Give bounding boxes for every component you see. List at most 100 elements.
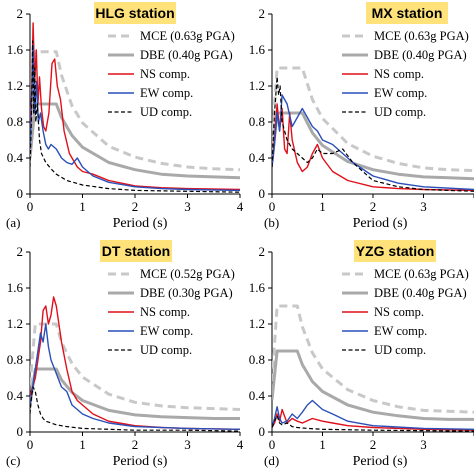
title-box [94,2,176,24]
station-title: YZG station [354,240,436,262]
legend: MCE (0.63g PGA) DBE (0.40g PGA) NS comp. EW… [108,29,235,119]
series-group [272,304,474,432]
y-tick-label: 1.6 [7,42,24,57]
x-tick-label: 4 [237,437,244,452]
y-tick-label: 0.4 [249,388,266,403]
legend: MCE (0.63g PGA) DBE (0.40g PGA) NS comp. EW… [342,29,469,119]
y-tick-label: 0.8 [249,352,265,367]
legend-label-dbe: DBE (0.40g PGA) [374,48,467,62]
x-tick-label: 1 [319,199,326,214]
series-group [30,22,240,193]
legend-label-mce: MCE (0.63g PGA) [374,267,469,281]
x-tick-label: 3 [420,437,427,452]
series-line-dbe [30,367,240,420]
y-tick-label: 1.2 [7,78,23,93]
x-tick-label: 0 [269,437,276,452]
x-tick-label: 0 [27,437,34,452]
title-box [354,240,436,262]
panel-label: (c) [6,453,20,468]
title-text: MX station [372,5,443,21]
title-text: DT station [102,243,170,259]
chart-panel-3: 0 0.4 0.8 1.2 1.6 2 0 1 2 3 4 Period (s) (c) DT stati… [6,240,244,469]
legend-label-dbe: DBE (0.40g PGA) [140,48,233,62]
title-text: YZG station [356,243,435,259]
y-tick-label: 0.8 [7,114,23,129]
legend: MCE (0.52g PGA) DBE (0.30g PGA) NS comp. EW… [108,267,235,357]
legend-label-ew: EW comp. [374,324,427,338]
x-tick-label: 0 [269,199,276,214]
x-tick-label: 3 [420,199,427,214]
y-tick-label: 0.8 [249,114,265,129]
series-line-ns [30,296,240,430]
legend-label-ns: NS comp. [140,67,190,81]
y-tick-label: 1.6 [7,280,24,295]
legend-label-ud: UD comp. [140,343,192,357]
y-tick-label: 1.2 [249,316,265,331]
y-tick-label: 1.2 [249,78,265,93]
x-tick-label: 0 [27,199,34,214]
legend-label-ud: UD comp. [140,105,192,119]
legend-label-ew: EW comp. [140,324,193,338]
y-tick-label: 0.4 [7,150,24,165]
series-group [30,296,240,432]
series-line-ew [272,94,474,191]
legend-label-dbe: DBE (0.40g PGA) [374,286,467,300]
legend-label-mce: MCE (0.52g PGA) [140,267,235,281]
legend-label-ew: EW comp. [140,86,193,100]
y-tick-label: 0.4 [7,388,24,403]
legend-label-ud: UD comp. [374,343,426,357]
title-box [100,240,172,262]
x-tick-label: 3 [184,199,191,214]
legend-label-ud: UD comp. [374,105,426,119]
legend-label-ew: EW comp. [374,86,427,100]
x-axis-label: Period (s) [353,454,408,469]
legend-label-mce: MCE (0.63g PGA) [374,29,469,43]
chart-panel-2: 0 0.4 0.8 1.2 1.6 2 0 1 2 3 Period (s) (b) MX statio… [249,2,474,231]
x-axis-label: Period (s) [353,216,408,231]
y-tick-label: 2 [17,6,24,21]
y-tick-label: 2 [17,244,24,259]
series-line-ud [272,76,474,192]
panel-label: (b) [264,215,279,230]
legend: MCE (0.63g PGA) DBE (0.40g PGA) NS comp. EW… [342,267,469,357]
x-tick-label: 2 [132,199,139,214]
y-tick-label: 2 [259,6,266,21]
series-group [272,66,474,192]
station-title: MX station [366,2,448,24]
station-title: HLG station [94,2,176,24]
y-tick-label: 1.6 [249,280,266,295]
y-tick-label: 0 [259,186,266,201]
legend-label-ns: NS comp. [140,305,190,319]
series-line-ud [272,415,474,432]
panel-label: (a) [6,215,20,230]
chart-panel-4: 0 0.4 0.8 1.2 1.6 2 0 1 2 3 Period (s) (d) YZG stati… [249,240,474,469]
series-line-ud [30,40,240,193]
y-tick-label: 0 [17,424,24,439]
x-tick-label: 4 [237,199,244,214]
legend-label-ns: NS comp. [374,305,424,319]
title-box [366,2,448,24]
series-line-dbe [272,349,474,421]
x-tick-label: 2 [370,437,377,452]
y-tick-label: 1.2 [7,316,23,331]
legend-label-ns: NS comp. [374,67,424,81]
series-line-mce [272,304,474,414]
y-tick-label: 1.6 [249,42,266,57]
series-line-ud [30,386,240,432]
series-line-mce [272,66,474,173]
x-tick-label: 3 [184,437,191,452]
series-line-dbe [272,111,474,181]
series-line-ns [30,22,240,191]
y-tick-label: 0 [17,186,24,201]
y-tick-label: 2 [259,244,266,259]
series-line-mce [30,50,240,172]
x-tick-label: 1 [79,199,86,214]
x-tick-label: 1 [319,437,326,452]
station-title: DT station [100,240,172,262]
chart-panel-1: 0 0.4 0.8 1.2 1.6 2 0 1 2 3 4 Period (s) (a) HLG stat… [6,2,244,231]
y-tick-label: 0.8 [7,352,23,367]
x-tick-label: 2 [132,437,139,452]
x-tick-label: 2 [370,199,377,214]
title-text: HLG station [95,5,174,21]
